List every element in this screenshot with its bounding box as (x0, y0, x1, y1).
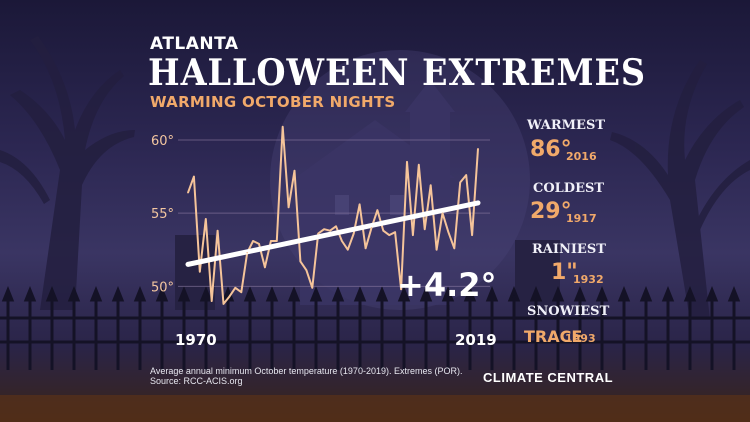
data-point (335, 225, 337, 228)
data-point (400, 288, 402, 291)
data-point (412, 234, 414, 236)
data-point (258, 243, 260, 245)
data-point (293, 169, 296, 172)
data-point (252, 240, 254, 242)
y-tick-label: 60° (151, 134, 174, 149)
warmest-label: WARMEST (527, 118, 606, 133)
footnote: Average annual minimum October temperatu… (150, 366, 462, 386)
data-point (382, 229, 385, 232)
y-tick-label: 55° (151, 207, 174, 222)
trend-change-value: +4.2° (397, 266, 497, 304)
data-point (465, 174, 467, 176)
data-point (305, 269, 308, 272)
series-line (187, 125, 479, 305)
data-point (477, 147, 479, 150)
footnote-line-1: Average annual minimum October temperatu… (150, 366, 463, 376)
brand-text: CLIMATE CENTRAL (483, 370, 614, 385)
snowiest-label: SNOWIEST (527, 304, 610, 319)
data-point (199, 270, 201, 273)
data-point (447, 231, 450, 233)
data-point (364, 247, 367, 250)
data-point (435, 248, 438, 251)
snowiest-value: TRACE (524, 327, 583, 346)
data-point (270, 240, 272, 242)
data-point (406, 161, 408, 163)
data-point (329, 229, 331, 232)
haunted-house-silhouette (295, 80, 455, 305)
data-point (459, 181, 462, 184)
data-point (275, 240, 278, 242)
data-point (471, 234, 473, 236)
iron-fence (0, 285, 750, 370)
rainiest-label: RAINIEST (532, 242, 606, 257)
trend-line (185, 200, 481, 267)
coldest-label: COLDEST (533, 181, 605, 196)
data-point (352, 232, 355, 235)
chart-subtitle: WARMING OCTOBER NIGHTS (150, 93, 396, 111)
data-point (453, 247, 456, 250)
data-point (346, 248, 349, 251)
data-point (388, 234, 391, 236)
data-point (317, 232, 320, 235)
data-point (370, 226, 373, 229)
data-point (281, 125, 284, 128)
coldest-value: 29° (530, 199, 572, 224)
y-tick-label: 50° (151, 280, 174, 295)
data-point (341, 240, 343, 242)
x-axis-start-label: 1970 (175, 331, 217, 349)
data-point (240, 291, 243, 293)
city-label: ATLANTA (150, 34, 239, 54)
data-point (441, 212, 444, 214)
data-point (228, 295, 231, 298)
data-point (216, 229, 219, 232)
warmest-year: 2016 (566, 150, 597, 163)
data-point (246, 251, 248, 254)
data-point (187, 191, 189, 194)
data-point (222, 303, 225, 305)
data-point (358, 203, 361, 206)
data-point (210, 300, 213, 302)
data-point (234, 286, 237, 289)
data-point (264, 266, 266, 269)
data-point (423, 228, 426, 231)
footnote-source: Source: RCC-ACIS.org (150, 376, 243, 386)
data-point (418, 164, 420, 166)
snowiest-year: 1993 (565, 332, 596, 345)
data-point (287, 206, 290, 209)
rainiest-year: 1932 (573, 273, 604, 286)
brand-logo: CLIMATE CENTRAL (483, 370, 613, 385)
coldest-year: 1917 (566, 212, 597, 225)
right-tree-silhouette (610, 60, 750, 320)
x-axis-end-label: 2019 (455, 331, 497, 349)
data-point (311, 286, 314, 289)
data-point (394, 231, 396, 233)
page-title: HALLOWEEN EXTREMES (148, 52, 647, 94)
left-tree-silhouette (0, 36, 135, 310)
rainiest-value: 1" (551, 260, 578, 285)
data-point (429, 184, 432, 187)
warmest-value: 86° (530, 137, 572, 162)
data-point (323, 228, 325, 231)
data-point (376, 209, 379, 212)
data-point (204, 218, 207, 220)
data-point (193, 175, 195, 178)
data-point (299, 260, 302, 263)
